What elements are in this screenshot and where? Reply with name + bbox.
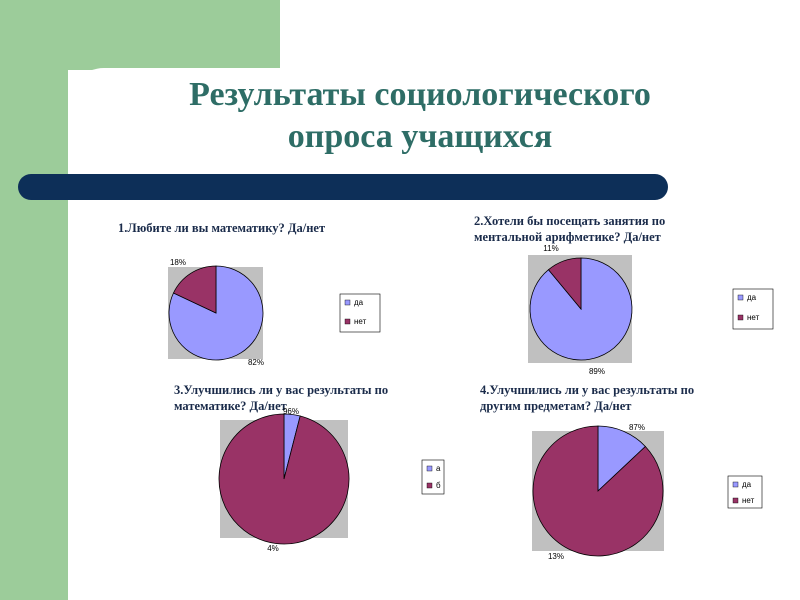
legend-swatch-да [732,481,739,488]
pie-chart-2: 89% 11% да нет [528,244,774,376]
question-1: 1.Любите ли вы математику? Да/нет [118,220,325,236]
legend-entry-да: да [354,298,364,307]
slide-title-line-2: опроса учащихся [287,118,553,155]
legend-swatch-да [737,294,744,301]
data-label-нет: 87% [629,423,645,432]
question-3: 3.Улучшились ли у вас результаты по мате… [174,382,388,414]
legend-swatch-а [426,465,433,472]
pie-slice-нет [532,425,664,557]
question-3-line-2: математике? Да/нет [174,399,287,413]
pie-slice-нет [547,257,582,311]
data-label-нет: 18% [170,258,186,267]
data-label-а: 4% [267,544,279,553]
legend-swatch-нет [732,497,739,504]
legend-entry-да: да [747,293,757,302]
question-2-line-1: 2.Хотели бы посещать занятия по [474,214,666,228]
legend-entry-а: а [436,464,441,473]
title-underline-bar [18,174,668,200]
data-label-да: 82% [248,358,264,367]
data-label-нет: 11% [543,244,558,253]
question-4-line-2: другим предметам? Да/нет [480,399,632,413]
legend-swatch-нет [737,314,744,321]
pie-chart-4: 13% 87% да нет [532,423,763,561]
pie-chart-1: 82% 18% да нет [168,258,381,367]
question-4-line-1: 4.Улучшились ли у вас результаты по [480,383,695,397]
question-4: 4.Улучшились ли у вас результаты по друг… [480,382,694,414]
legend [421,459,445,495]
slide-title: Результаты социологического опроса учащи… [110,74,730,158]
legend-entry-нет: нет [354,317,367,326]
legend-swatch-б [426,482,433,489]
legend-entry-нет: нет [747,313,760,322]
data-label-да: 89% [589,367,605,376]
question-2: 2.Хотели бы посещать занятия по ментальн… [474,213,665,245]
pie-slice-б [218,413,350,545]
legend-swatch-нет [344,318,351,325]
question-1-line-1: 1.Любите ли вы математику? Да/нет [118,221,326,235]
question-3-line-1: 3.Улучшились ли у вас результаты по [174,383,389,397]
legend [727,475,763,509]
pie-chart-3: 4% 96% аб [218,407,445,553]
legend-entry-да: да [742,480,752,489]
data-label-б: 96% [283,407,299,416]
pie-slice-нет [172,265,217,314]
question-2-line-2: ментальной арифметике? Да/нет [474,230,661,244]
legend-swatch-да [344,299,351,306]
legend-entry-нет: нет [742,496,755,505]
slide-title-line-1: Результаты социологического [189,76,651,113]
legend-entry-б: б [436,481,441,490]
data-label-да: 13% [548,552,564,561]
background-accent-side [0,0,68,600]
